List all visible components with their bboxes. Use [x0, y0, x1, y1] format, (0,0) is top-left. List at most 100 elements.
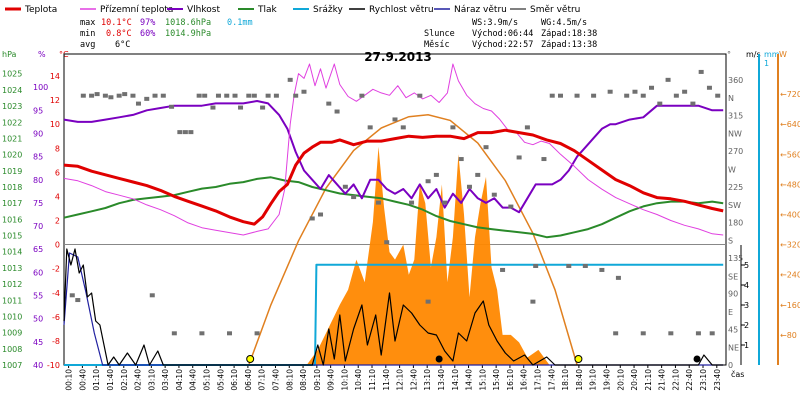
- max-press: 1018.6hPa: [165, 18, 211, 28]
- hum-tick-label: 60: [33, 268, 43, 277]
- legend-label: Přízemní teplota: [100, 5, 173, 15]
- temp-tick-label: -8: [52, 337, 60, 346]
- wind-direction-point: [318, 212, 324, 217]
- legend-item-teplota: Teplota: [5, 5, 57, 15]
- x-tick-label: 07:40: [271, 369, 280, 391]
- legend-label: Rychlost větru: [369, 5, 434, 15]
- hum-tick-label: 65: [33, 245, 43, 254]
- sun-marker: [574, 355, 583, 363]
- wind-direction-point: [232, 93, 238, 98]
- astro-info: WS:3.9m/s WG:4.5m/s Slunce Východ:06:44 …: [424, 18, 597, 50]
- x-tick-label: 10:40: [354, 369, 363, 391]
- hum-tick-label: 80: [33, 176, 43, 185]
- press-tick-label: 1017: [2, 199, 22, 208]
- sun-marker: [246, 355, 255, 363]
- wind-direction-point: [508, 204, 514, 209]
- x-tick-label: 04:40: [189, 369, 198, 391]
- wind-direction-point: [409, 200, 415, 205]
- wind-direction-point: [698, 69, 704, 74]
- x-tick-label: 00:10: [65, 369, 74, 391]
- wind-direction-point: [668, 331, 674, 336]
- solar-unit-label: W: [779, 50, 787, 59]
- legend-label: Náraz větru: [454, 5, 507, 15]
- hum-tick-label: 85: [33, 153, 43, 162]
- wind-direction-point: [558, 93, 563, 98]
- x-tick-label: 03:10: [147, 369, 156, 391]
- x-tick-label: 12:40: [409, 369, 418, 391]
- wind-direction-point: [80, 93, 86, 98]
- wind-direction-point: [102, 93, 108, 98]
- wind-tick-label: 5: [744, 261, 749, 270]
- solar-tick-label: ←320: [780, 241, 800, 250]
- x-unit-label: čas: [731, 369, 744, 379]
- wind-direction-point: [251, 93, 257, 98]
- wind-direction-point: [709, 331, 715, 336]
- x-tick-label: 02:10: [120, 369, 129, 391]
- x-tick-label: 15:40: [492, 369, 501, 391]
- chart-title: 27.9.2013: [364, 50, 432, 64]
- moon-label: Měsíc: [424, 40, 450, 50]
- solar-tick-label: ←240: [780, 271, 800, 280]
- press-tick-label: 1019: [2, 167, 22, 176]
- wind-tick-label: 1: [744, 341, 749, 350]
- x-tick-label: 03:40: [161, 369, 170, 391]
- temp-tick-label: -2: [52, 265, 60, 274]
- max-rain: 0.1mm: [227, 18, 253, 28]
- wind-direction-point: [334, 109, 340, 114]
- wind-direction-point: [130, 93, 136, 98]
- x-tick-label: 20:40: [630, 369, 639, 391]
- sun-rise: Východ:06:44: [472, 29, 533, 39]
- wind-direction-point: [491, 192, 497, 197]
- x-tick-label: 07:10: [258, 369, 267, 391]
- wind-direction-point: [615, 275, 621, 280]
- wind-direction-point: [425, 299, 431, 304]
- wind-direction-point: [342, 184, 348, 189]
- wind-direction-point: [144, 96, 150, 101]
- hum-tick-label: 90: [33, 129, 43, 138]
- wind-direction-point: [607, 89, 613, 94]
- wind-direction-point: [549, 93, 555, 98]
- wind-direction-point: [466, 184, 472, 189]
- x-tick-label: 17:40: [547, 369, 556, 391]
- wind-direction-point: [530, 299, 536, 304]
- wind-direction-point: [260, 105, 266, 110]
- dir-tick-label: E: [728, 308, 733, 317]
- x-tick-label: 23:40: [713, 369, 722, 391]
- wind-direction-point: [287, 77, 293, 82]
- press-tick-label: 1015: [2, 232, 22, 241]
- moon-marker: [693, 355, 701, 363]
- wind-direction-point: [682, 89, 688, 94]
- x-tick-label: 10:10: [340, 369, 349, 391]
- wind-direction-point: [246, 93, 252, 98]
- wind-speed-avg: WS:3.9m/s: [472, 18, 518, 28]
- dir-tick-label: 0: [728, 361, 733, 370]
- solar-tick-label: ←80: [780, 331, 797, 340]
- x-tick-label: 12:10: [396, 369, 405, 391]
- legend-label: Směr větru: [530, 5, 580, 15]
- wind-direction-point: [169, 104, 175, 109]
- wind-direction-point: [599, 267, 605, 272]
- wind-gust-avg: WG:4.5m/s: [541, 18, 587, 28]
- legend-item-rychlost-vetru: Rychlost větru: [349, 5, 434, 15]
- x-tick-label: 22:40: [685, 369, 694, 391]
- x-tick-label: 11:10: [368, 369, 377, 391]
- ground-temperature-line: [63, 63, 724, 236]
- press-tick-label: 1022: [2, 118, 22, 127]
- wind-direction-point: [640, 331, 646, 336]
- wind-direction-point: [94, 92, 100, 97]
- wind-direction-point: [425, 179, 431, 184]
- wind-direction-point: [224, 93, 230, 98]
- wind-direction-point: [715, 93, 721, 98]
- x-tick-label: 14:40: [465, 369, 474, 391]
- moon-rise: Východ:22:57: [472, 40, 533, 50]
- solar-tick-label: ←480: [780, 180, 800, 189]
- temp-tick-label: 10: [50, 120, 60, 129]
- temp-tick-label: -6: [52, 313, 60, 322]
- wind-direction-point: [199, 331, 205, 336]
- temp-tick-label: -4: [52, 289, 60, 298]
- x-tick-label: 01:10: [92, 369, 101, 391]
- hum-tick-label: 70: [33, 222, 43, 231]
- wind-tick-label: 4: [744, 281, 749, 290]
- wind-direction-point: [210, 105, 216, 110]
- wind-direction-point: [135, 101, 141, 106]
